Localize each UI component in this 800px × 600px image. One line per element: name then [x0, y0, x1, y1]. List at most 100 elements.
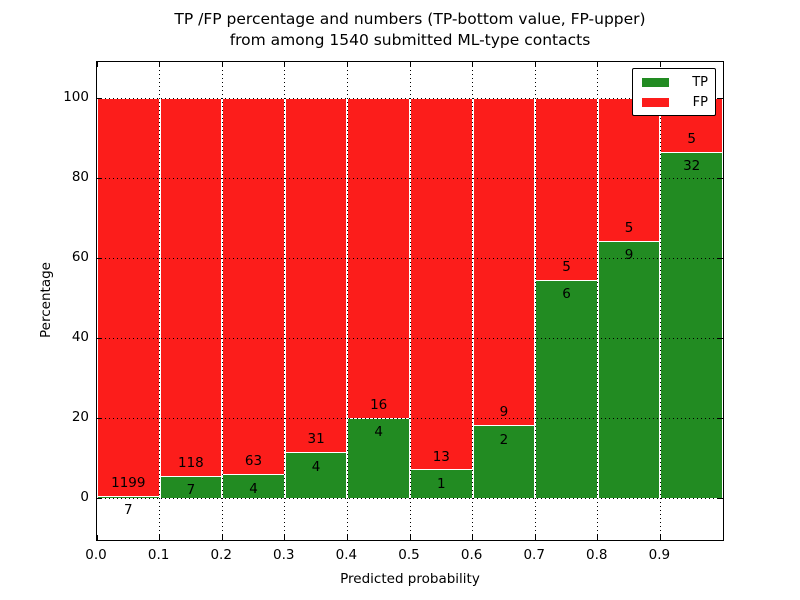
- gridline-vertical: [159, 62, 161, 540]
- fp-count-label: 63: [244, 453, 263, 470]
- x-tick-mark: [472, 535, 474, 540]
- x-tick-label: 0.4: [335, 547, 358, 563]
- fp-count-label: 5: [687, 131, 696, 148]
- x-tick-mark: [659, 62, 661, 67]
- fp-count-label: 16: [370, 397, 388, 414]
- y-tick-mark: [97, 177, 102, 179]
- legend-item-tp: TP: [642, 74, 708, 90]
- x-tick-label: 0.9: [648, 547, 671, 563]
- fp-bar-segment: [347, 98, 410, 498]
- tp-bar-segment: [411, 469, 472, 498]
- fp-count-label: 5: [624, 220, 634, 237]
- x-tick-mark: [159, 62, 161, 67]
- gridline-vertical: [659, 62, 661, 540]
- chart-title-line1: TP /FP percentage and numbers (TP-bottom…: [174, 10, 646, 28]
- fp-count-label: 5: [562, 259, 571, 275]
- y-tick-mark: [97, 257, 102, 259]
- legend: TP FP: [632, 68, 716, 116]
- tp-bar-segment: [473, 425, 535, 498]
- fp-bar-segment: [597, 98, 661, 498]
- x-tick-label: 0.8: [586, 547, 608, 563]
- gridline-vertical: [284, 62, 286, 540]
- tp-count-label: 1: [437, 475, 446, 492]
- tp-bar-segment: [285, 452, 347, 498]
- x-tick-mark: [472, 62, 474, 67]
- chart-title-line2: from among 1540 submitted ML-type contac…: [229, 31, 591, 49]
- x-tick-mark: [221, 535, 223, 540]
- tp-bar-segment: [348, 418, 409, 498]
- x-tick-mark: [96, 535, 98, 540]
- x-tick-mark: [346, 62, 348, 67]
- fp-bar-segment: [660, 98, 723, 498]
- x-tick-mark: [659, 535, 661, 540]
- fp-legend-label: FP: [692, 94, 708, 110]
- tp-legend-swatch: [642, 77, 669, 87]
- tp-count-label: 9: [624, 247, 634, 264]
- x-tick-mark: [597, 535, 599, 540]
- tp-bar-segment: [160, 475, 222, 498]
- tp-count-label: 4: [374, 424, 383, 441]
- gridline-vertical: [597, 62, 599, 540]
- y-tick-mark: [97, 417, 102, 419]
- x-tick-mark: [409, 535, 411, 540]
- fp-count-label: 31: [307, 431, 325, 448]
- x-tick-label: 0.7: [523, 547, 545, 563]
- x-tick-mark: [159, 535, 161, 540]
- x-tick-mark: [221, 62, 223, 67]
- x-tick-mark: [534, 62, 536, 67]
- gridline-vertical: [221, 62, 223, 540]
- fp-count-label: 13: [432, 448, 450, 465]
- x-tick-mark: [284, 62, 286, 67]
- fp-legend-swatch: [642, 97, 669, 107]
- tp-legend-label: TP: [692, 74, 708, 90]
- tp-count-label: 4: [311, 458, 321, 475]
- y-tick-label: 100: [63, 89, 89, 105]
- x-tick-label: 0.1: [147, 547, 170, 563]
- tp-bar-segment: [598, 240, 660, 498]
- fp-bar-segment: [410, 98, 473, 498]
- x-tick-label: 0.6: [460, 547, 483, 563]
- gridline-vertical: [534, 62, 536, 540]
- tp-count-label: 32: [683, 158, 701, 175]
- x-axis-tick-labels: 0.0 0.1 0.2 0.3 0.4 0.5 0.6 0.7 0.8 0.9: [85, 547, 724, 565]
- tp-count-label: 7: [186, 482, 196, 498]
- x-tick-mark: [284, 535, 286, 540]
- tp-bar-segment: [536, 279, 597, 498]
- x-tick-label: 0.3: [273, 547, 295, 563]
- plot-area: TP FP 1199 7 118 7 63 4 31 4 16 4 13 1 9 2 5 6 5 9 5 32: [96, 61, 724, 541]
- tp-count-label: 6: [562, 286, 571, 303]
- gridline-vertical: [472, 62, 474, 540]
- y-tick-mark: [718, 497, 723, 499]
- tp-count-label: 4: [249, 480, 258, 497]
- x-axis-label: Predicted probability: [340, 571, 480, 587]
- x-tick-mark: [96, 62, 98, 67]
- tp-count-label: 2: [499, 431, 509, 448]
- y-tick-label: 60: [71, 249, 89, 265]
- tp-count-label: 7: [124, 502, 133, 519]
- y-tick-mark: [97, 497, 102, 499]
- x-tick-mark: [409, 62, 411, 67]
- fp-count-label: 1199: [111, 474, 146, 491]
- legend-item-fp: FP: [642, 94, 708, 110]
- tp-bar-segment: [223, 474, 284, 498]
- y-tick-mark: [718, 337, 723, 339]
- x-tick-mark: [597, 62, 599, 67]
- fp-bar-segment: [97, 98, 160, 498]
- chart-title: TP /FP percentage and numbers (TP-bottom…: [96, 9, 724, 51]
- y-tick-label: 20: [71, 409, 89, 425]
- y-tick-mark: [97, 97, 102, 99]
- y-tick-mark: [718, 97, 723, 99]
- x-tick-label: 0.2: [210, 547, 232, 563]
- y-tick-label: 80: [71, 169, 89, 185]
- y-tick-mark: [97, 337, 102, 339]
- tp-bar-segment: [661, 152, 722, 498]
- y-tick-mark: [718, 417, 723, 419]
- y-tick-mark: [718, 257, 723, 259]
- x-tick-label: 0.5: [398, 547, 420, 563]
- fp-bar-segment: [159, 98, 223, 498]
- fp-count-label: 118: [178, 454, 204, 471]
- gridline-vertical: [346, 62, 348, 540]
- fp-count-label: 9: [499, 404, 509, 421]
- y-axis-label: Percentage: [38, 262, 54, 338]
